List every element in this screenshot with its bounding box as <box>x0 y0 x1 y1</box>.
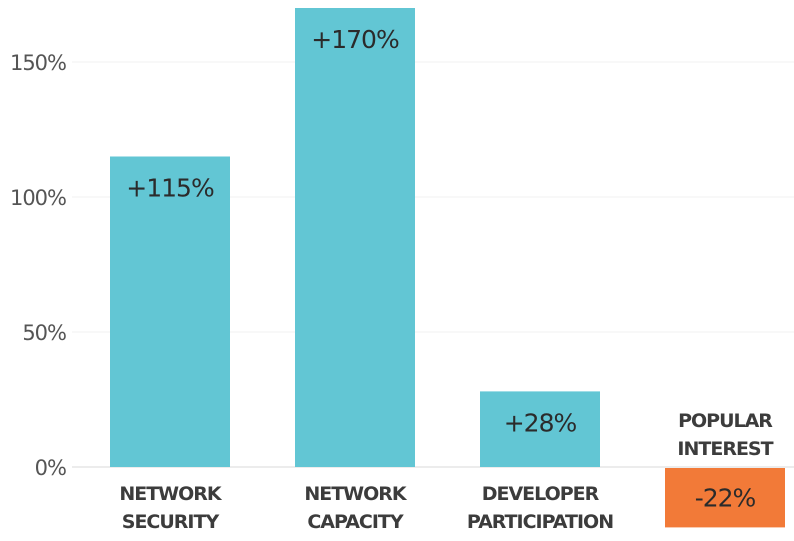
category-label: NETWORK <box>304 483 408 505</box>
bar-value-label: +170% <box>311 25 399 54</box>
category-label: INTEREST <box>677 438 773 460</box>
bar <box>295 8 415 467</box>
bar <box>480 391 600 467</box>
bar-value-label: -22% <box>695 484 756 513</box>
y-tick-label: 50% <box>22 321 66 345</box>
category-label: PARTICIPATION <box>467 511 613 533</box>
y-axis: 0% 50% 100% 150% <box>10 51 67 480</box>
category-label: DEVELOPER <box>482 483 600 505</box>
category-label: CAPACITY <box>307 511 404 533</box>
bars <box>110 8 785 528</box>
bar <box>110 156 230 467</box>
y-tick-label: 0% <box>35 456 66 480</box>
category-label: SECURITY <box>122 511 220 533</box>
category-labels: NETWORK SECURITY NETWORK CAPACITY DEVELOPER P… <box>119 410 774 533</box>
value-labels: +115% +170% +28% -22% <box>126 25 756 513</box>
bar-value-label: +115% <box>126 174 214 203</box>
bar <box>665 468 785 528</box>
y-tick-label: 150% <box>10 51 66 75</box>
y-tick-label: 100% <box>10 186 66 210</box>
category-label: NETWORK <box>119 483 223 505</box>
bar-value-label: +28% <box>504 408 577 437</box>
category-label: POPULAR <box>678 410 773 432</box>
